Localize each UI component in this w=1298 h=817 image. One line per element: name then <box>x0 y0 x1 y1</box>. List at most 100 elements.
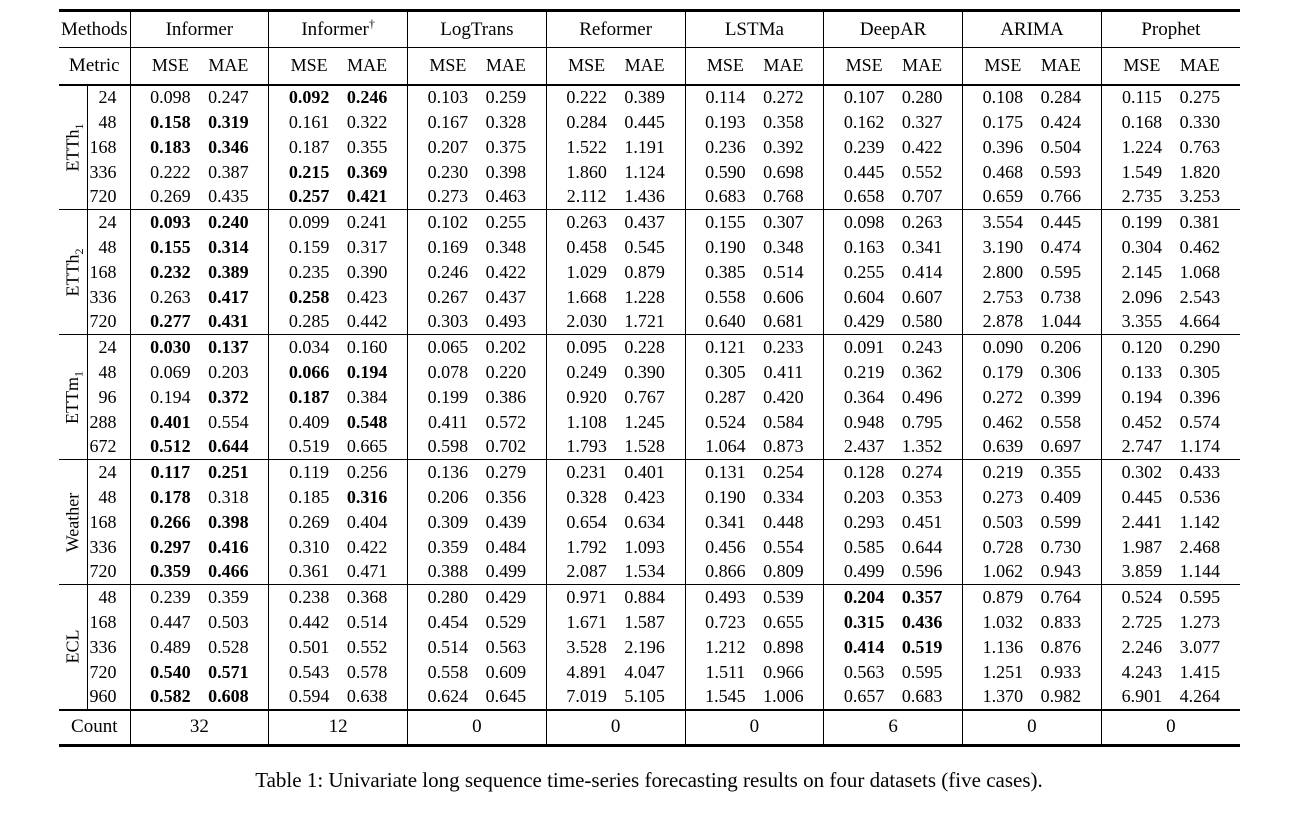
horizon-cell: 24 <box>86 334 130 360</box>
mae-value: 0.572 <box>485 411 527 432</box>
horizon-cell: 336 <box>86 159 130 185</box>
mae-value: 0.355 <box>1040 461 1082 482</box>
mse-value: 2.112 <box>566 186 607 207</box>
mae-value: 0.398 <box>485 161 527 182</box>
mae-value: 0.317 <box>346 236 388 257</box>
mse-value: 0.503 <box>982 511 1024 532</box>
mae-value: 0.763 <box>1179 136 1221 157</box>
metric-values-cell: 0.519 0.665 <box>268 434 408 460</box>
mae-value: 0.417 <box>208 286 249 307</box>
metric-values-cell: 1.108 1.245 <box>545 409 685 435</box>
mae-value: 0.545 <box>624 236 665 257</box>
mae-value: 3.253 <box>1179 186 1221 207</box>
metric-values-cell: 4.243 1.415 <box>1100 659 1240 685</box>
table-row: 336 0.263 0.417 0.258 0.423 0.267 0.437 1.668 1.… <box>59 284 1240 310</box>
mae-value: 0.284 <box>1040 87 1082 107</box>
method-header: Informer† <box>268 10 408 48</box>
mae-value: 0.274 <box>901 461 943 482</box>
mse-value: 0.163 <box>843 236 885 257</box>
mse-value: 1.793 <box>566 436 607 457</box>
mae-value: 0.280 <box>901 87 943 107</box>
metric-values-cell: 1.987 2.468 <box>1100 534 1240 560</box>
metric-values-cell: 0.107 0.280 <box>823 84 963 110</box>
mse-value: 0.030 <box>150 336 191 357</box>
metric-values-cell: 0.493 0.539 <box>684 584 824 610</box>
mae-value: 0.194 <box>346 361 388 382</box>
mae-value: 0.424 <box>1040 111 1082 132</box>
method-header: DeepAR <box>823 10 963 48</box>
method-header: Informer <box>129 10 269 48</box>
mae-value: 0.539 <box>763 586 804 607</box>
horizon-cell: 24 <box>86 84 130 110</box>
metric-values-cell: 0.297 0.416 <box>129 534 269 560</box>
horizon-cell: 720 <box>86 309 130 335</box>
mse-value: 2.735 <box>1121 186 1163 207</box>
metric-values-cell: 0.117 0.251 <box>129 459 269 485</box>
mae-value: 0.275 <box>1179 87 1221 107</box>
mse-value: 0.328 <box>566 486 607 507</box>
metric-values-cell: 0.639 0.697 <box>962 434 1102 460</box>
metric-values-cell: 0.263 0.437 <box>545 209 685 235</box>
metric-values-cell: 0.183 0.346 <box>129 134 269 160</box>
mae-value: 0.644 <box>901 536 943 557</box>
mse-value: 0.206 <box>427 486 469 507</box>
mse-value: 0.640 <box>705 311 746 332</box>
metric-values-cell: 0.501 0.552 <box>268 634 408 660</box>
mae-value: 0.328 <box>485 111 527 132</box>
mae-value: 0.764 <box>1040 586 1082 607</box>
table-row: 168 0.447 0.503 0.442 0.514 0.454 0.529 1.671 1.… <box>59 609 1240 635</box>
horizon-cell: 288 <box>86 409 130 435</box>
table-row: 288 0.401 0.554 0.409 0.548 0.411 0.572 1.108 1.… <box>59 409 1240 435</box>
mse-value: 0.115 <box>1121 87 1162 107</box>
mae-value: 0.251 <box>208 461 249 482</box>
dataset-label-cell: ETTh2 <box>59 209 87 335</box>
metric-values-cell: 0.409 0.548 <box>268 409 408 435</box>
mse-value: 0.155 <box>705 211 746 232</box>
mae-value: 1.820 <box>1179 161 1221 182</box>
mae-value: 4.264 <box>1179 686 1221 706</box>
mae-value: 1.273 <box>1179 611 1221 632</box>
metric-values-cell: 0.514 0.563 <box>407 634 547 660</box>
mae-value: 0.322 <box>346 111 388 132</box>
metric-values-cell: 0.429 0.580 <box>823 309 963 335</box>
metric-values-cell: 2.725 1.273 <box>1100 609 1240 635</box>
metric-values-cell: 0.119 0.256 <box>268 459 408 485</box>
mse-value: 7.019 <box>566 686 607 706</box>
metric-values-cell: 0.175 0.424 <box>962 109 1102 135</box>
metric-values-cell: 0.162 0.327 <box>823 109 963 135</box>
metric-values-cell: 0.385 0.514 <box>684 259 824 285</box>
mse-value: 0.445 <box>1121 486 1163 507</box>
method-header: Prophet <box>1100 10 1240 48</box>
mae-value: 0.578 <box>346 661 388 682</box>
mse-value: 0.657 <box>843 686 885 706</box>
mae-value: 2.468 <box>1179 536 1221 557</box>
dataset-label: ECL <box>62 629 83 664</box>
mae-value: 0.436 <box>901 611 943 632</box>
mae-value: 1.245 <box>624 411 665 432</box>
mae-value: 0.795 <box>901 411 943 432</box>
mse-value: 0.194 <box>150 386 191 407</box>
mse-value: 0.723 <box>705 611 746 632</box>
mse-value: 0.280 <box>427 586 469 607</box>
mse-value: 0.540 <box>150 661 191 682</box>
mse-value: 0.948 <box>843 411 885 432</box>
mae-value: 0.574 <box>1179 411 1221 432</box>
mae-value: 0.645 <box>485 686 527 706</box>
mse-value: 0.866 <box>705 561 746 582</box>
mae-value: 4.047 <box>624 661 665 682</box>
mse-value: 0.219 <box>982 461 1024 482</box>
mae-value: 0.404 <box>346 511 388 532</box>
mse-value: 0.658 <box>843 186 885 207</box>
mse-value: 2.747 <box>1121 436 1163 457</box>
metric-values-cell: 0.231 0.401 <box>545 459 685 485</box>
metric-values-cell: 0.239 0.422 <box>823 134 963 160</box>
mae-value: 3.077 <box>1179 636 1221 657</box>
mse-value: 0.462 <box>982 411 1024 432</box>
mae-value: 0.341 <box>901 236 943 257</box>
mse-value: 0.442 <box>288 611 330 632</box>
mae-value: 0.414 <box>901 261 943 282</box>
method-name: Reformer <box>579 18 653 40</box>
mae-value: 0.607 <box>901 286 943 307</box>
mse-value: 1.251 <box>982 661 1024 682</box>
mae-value: 5.105 <box>624 686 665 706</box>
